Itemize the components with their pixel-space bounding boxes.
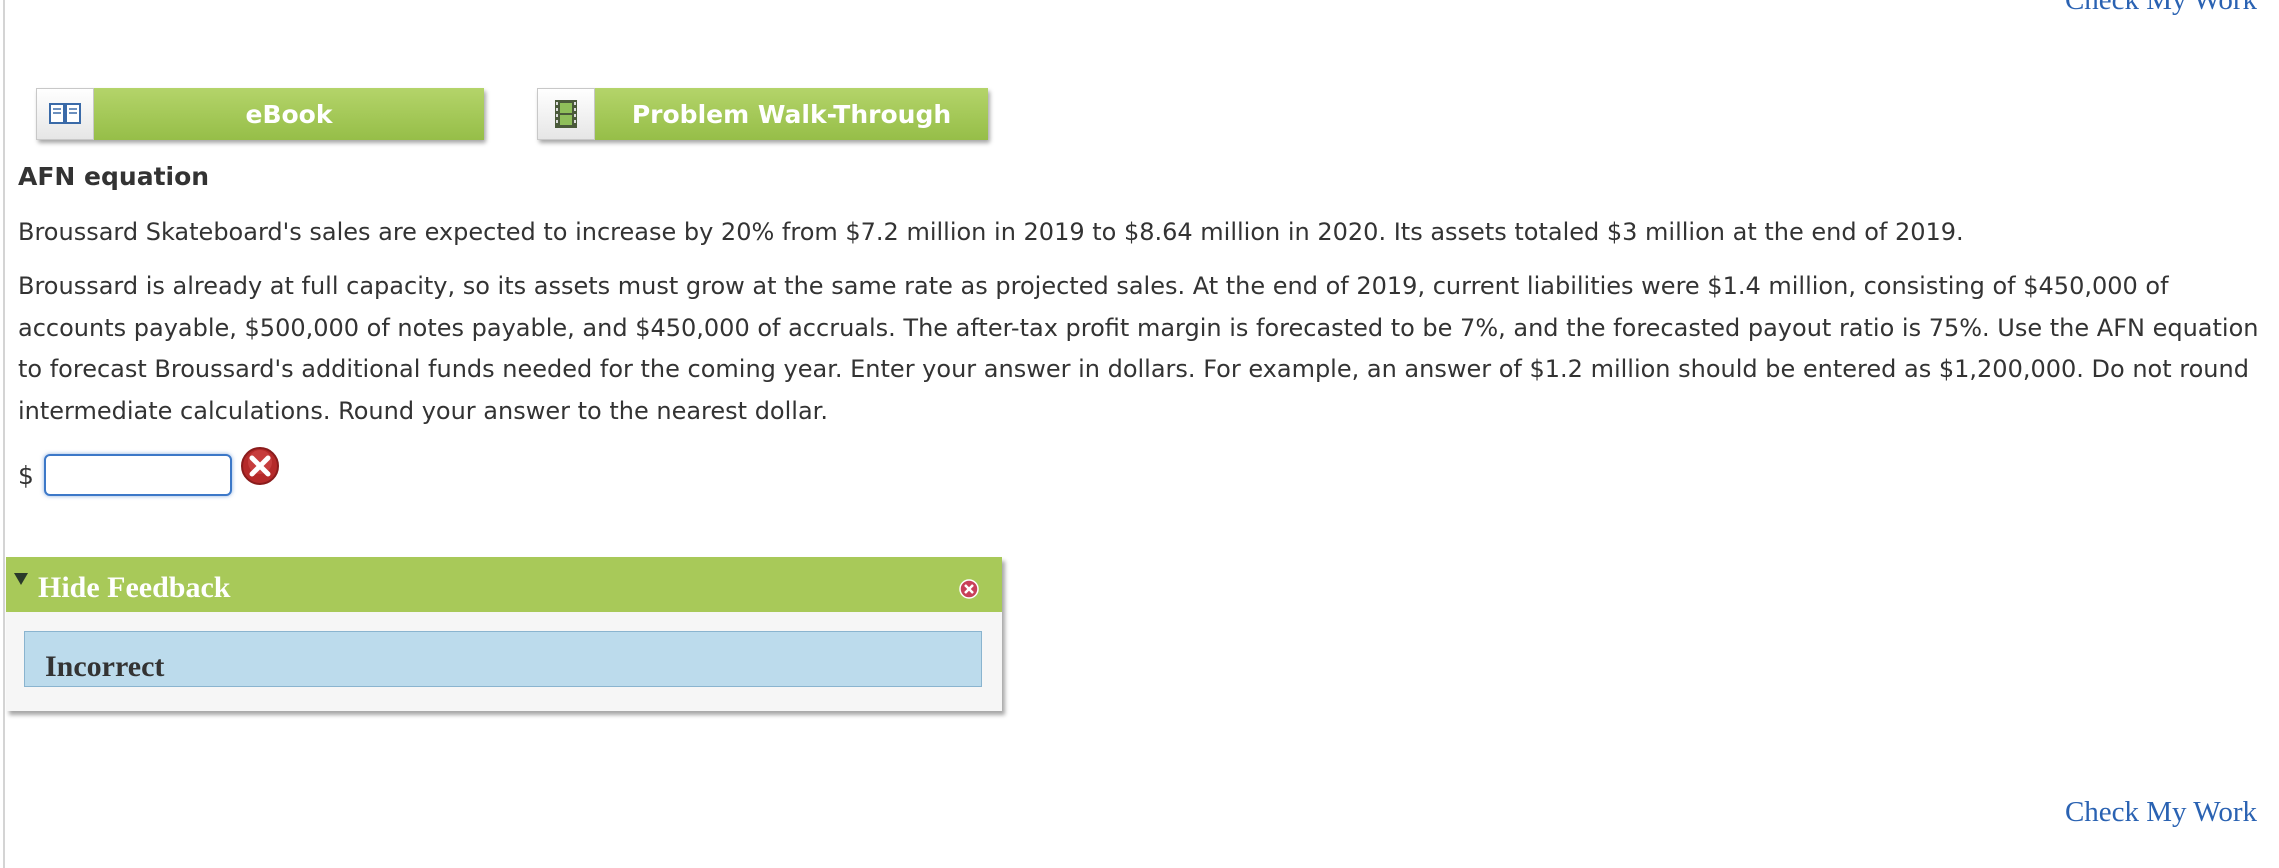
book-icon (36, 88, 94, 140)
answer-row: $ (18, 452, 232, 498)
left-border (3, 0, 5, 868)
close-feedback-icon[interactable] (958, 574, 980, 599)
problem-paragraph-2: Broussard is already at full capacity, s… (18, 272, 2259, 425)
film-icon (537, 88, 595, 140)
ebook-button-label: eBook (94, 88, 484, 140)
problem-walkthrough-button[interactable]: Problem Walk-Through (537, 88, 988, 140)
incorrect-x-icon (238, 446, 282, 486)
check-my-work-link-bottom[interactable]: Check My Work (2064, 796, 2257, 828)
problem-walkthrough-label: Problem Walk-Through (595, 88, 988, 140)
hide-feedback-toggle[interactable]: Hide Feedback (38, 571, 231, 604)
check-my-work-link-top[interactable]: Check My Work (2064, 0, 2257, 16)
feedback-header[interactable]: Hide Feedback (6, 557, 1002, 612)
problem-paragraph-1: Broussard Skateboard's sales are expecte… (18, 218, 1964, 246)
collapse-triangle-icon (14, 573, 28, 585)
answer-input[interactable] (43, 454, 232, 496)
feedback-panel: Hide Feedback Incorrect (6, 557, 1002, 711)
ebook-button[interactable]: eBook (36, 88, 484, 140)
currency-symbol: $ (18, 460, 34, 490)
feedback-result: Incorrect (24, 631, 982, 687)
problem-title: AFN equation (18, 162, 210, 191)
